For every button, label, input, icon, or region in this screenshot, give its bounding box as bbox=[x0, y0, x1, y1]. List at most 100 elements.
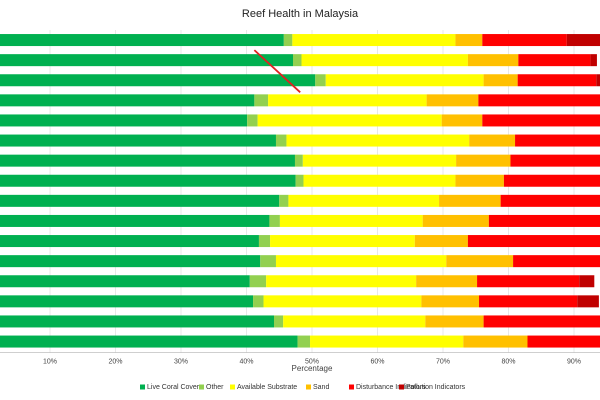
bar-segment bbox=[257, 114, 442, 127]
legend-label: Sand bbox=[313, 384, 329, 391]
bar-segment bbox=[254, 94, 269, 107]
legend-label: Available Substrate bbox=[237, 384, 297, 391]
bar-segment bbox=[477, 275, 580, 288]
bar-row bbox=[0, 275, 595, 288]
bar-segment bbox=[577, 295, 599, 308]
bar-segment bbox=[455, 174, 504, 187]
bar-row bbox=[0, 94, 600, 107]
bar-segment bbox=[260, 255, 276, 268]
bar-segment bbox=[527, 335, 600, 348]
bar-segment bbox=[275, 134, 287, 147]
bar-segment bbox=[488, 214, 600, 227]
bar-segment bbox=[483, 315, 600, 328]
bar-segment bbox=[302, 154, 457, 167]
bar-row bbox=[0, 194, 600, 207]
bar-segment bbox=[500, 194, 600, 207]
bar-segment bbox=[518, 54, 591, 67]
legend-item: Available Substrate bbox=[230, 384, 297, 391]
bar-row bbox=[0, 315, 600, 328]
legend-item: Other bbox=[199, 384, 224, 391]
bar-segment bbox=[0, 295, 254, 308]
bar-segment bbox=[478, 94, 600, 107]
bar-row bbox=[0, 255, 600, 268]
bar-segment bbox=[0, 134, 276, 147]
annotation-line bbox=[253, 49, 301, 93]
x-tick-label: 70% bbox=[436, 359, 450, 366]
x-tick-label: 90% bbox=[567, 359, 581, 366]
x-tick-label: 10% bbox=[43, 359, 57, 366]
bar-segment bbox=[479, 295, 578, 308]
x-tick-label: 30% bbox=[174, 359, 188, 366]
legend-swatch bbox=[399, 384, 404, 390]
bar-segment bbox=[513, 255, 600, 268]
bar-segment bbox=[421, 295, 480, 308]
legend-swatch bbox=[230, 384, 235, 390]
legend-item: Pollution Indicators bbox=[399, 384, 466, 391]
bar-segment bbox=[301, 54, 468, 67]
bar-segment bbox=[0, 315, 275, 328]
bar-segment bbox=[426, 94, 479, 107]
legend-item: Live Coral Cover bbox=[140, 384, 200, 391]
bar-segment bbox=[297, 335, 311, 348]
bar-segment bbox=[467, 54, 519, 67]
bar-segment bbox=[0, 54, 294, 67]
legend-label: Live Coral Cover bbox=[147, 384, 200, 391]
legend-label: Other bbox=[206, 384, 224, 391]
bar-segment bbox=[247, 114, 258, 127]
bar-row bbox=[0, 134, 600, 147]
bar-segment bbox=[0, 174, 296, 187]
x-axis-ticks: 10% 20% 30% 40% 50% 60% 70% 80% 90% bbox=[43, 359, 581, 366]
bar-segment bbox=[0, 214, 270, 227]
bar-segment bbox=[286, 134, 470, 147]
bar-segment bbox=[268, 94, 427, 107]
legend-label: Disturbance Indicators bbox=[356, 384, 426, 391]
bar-segment bbox=[294, 154, 303, 167]
bar-segment bbox=[303, 174, 456, 187]
bar-segment bbox=[325, 74, 484, 87]
bar-segment bbox=[422, 214, 489, 227]
bar-segment bbox=[310, 335, 464, 348]
bar-row bbox=[0, 114, 600, 127]
bar-segment bbox=[0, 114, 248, 127]
bar-segment bbox=[0, 335, 298, 348]
bar-segment bbox=[510, 154, 600, 167]
bar-segment bbox=[517, 74, 597, 87]
bar-segment bbox=[446, 255, 514, 268]
bar-segment bbox=[0, 275, 250, 288]
bar-segment bbox=[439, 194, 501, 207]
bar-segment bbox=[283, 315, 426, 328]
bar-segment bbox=[463, 335, 528, 348]
x-tick-label: 20% bbox=[108, 359, 122, 366]
bar-segment bbox=[283, 34, 293, 47]
bar-row bbox=[0, 74, 600, 87]
bar-segment bbox=[469, 134, 516, 147]
bar-segment bbox=[0, 154, 295, 167]
legend-item: Sand bbox=[306, 384, 329, 391]
bar-row bbox=[0, 154, 600, 167]
bar-row bbox=[0, 54, 597, 67]
bar-segment bbox=[0, 255, 261, 268]
bar-segment bbox=[293, 54, 302, 67]
bar-segment bbox=[258, 235, 271, 248]
legend-label: Pollution Indicators bbox=[406, 384, 466, 391]
bar-segment bbox=[455, 34, 483, 47]
bar-row bbox=[0, 235, 600, 248]
bar-segment bbox=[292, 34, 456, 47]
bar-segment bbox=[0, 74, 316, 87]
x-tick-label: 80% bbox=[501, 359, 515, 366]
bar-segment bbox=[275, 255, 447, 268]
bar-segment bbox=[566, 34, 600, 47]
bar-segment bbox=[467, 235, 600, 248]
x-tick-label: 50% bbox=[305, 359, 319, 366]
bar-segment bbox=[253, 295, 264, 308]
bar-segment bbox=[0, 94, 255, 107]
bar-segment bbox=[414, 235, 468, 248]
bar-row bbox=[0, 295, 599, 308]
x-tick-label: 40% bbox=[239, 359, 253, 366]
bar-segment bbox=[596, 74, 600, 87]
bar-segment bbox=[416, 275, 478, 288]
legend-swatch bbox=[140, 384, 145, 390]
annotation-lines bbox=[253, 49, 301, 93]
bar-segment bbox=[579, 275, 595, 288]
